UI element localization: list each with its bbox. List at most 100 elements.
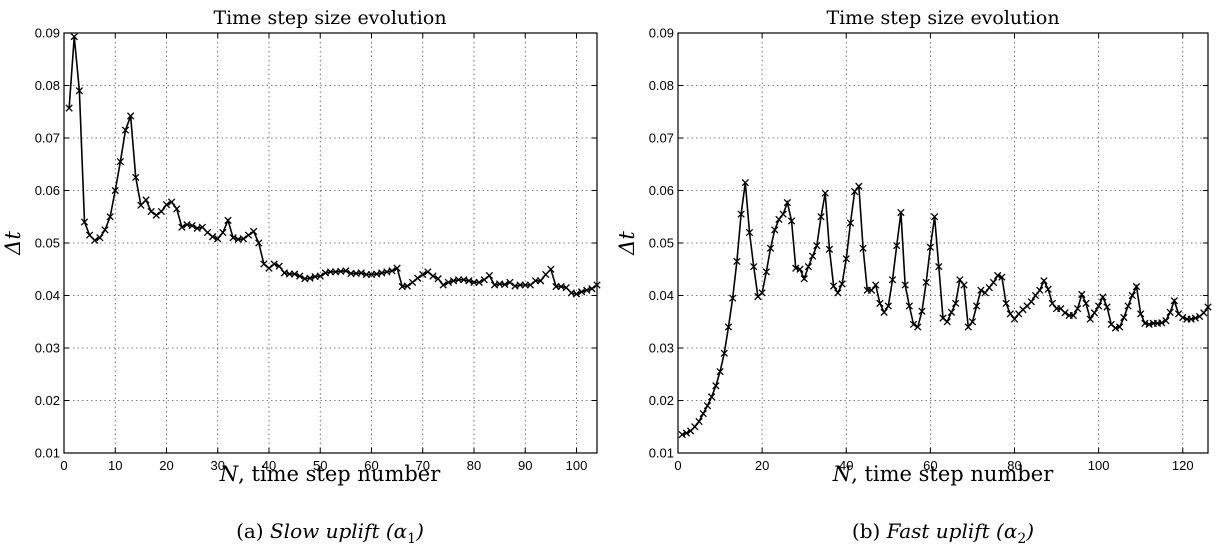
data-point <box>758 289 766 297</box>
y-tick-label: 0.06 <box>649 183 674 198</box>
data-point <box>707 393 716 401</box>
data-point <box>526 281 535 289</box>
data-point <box>142 196 150 204</box>
data-point <box>572 290 581 298</box>
y-tick-label: 0.04 <box>35 288 60 303</box>
x-axis-label-var: N <box>219 462 239 486</box>
data-point <box>413 274 422 282</box>
y-tick-label: 0.03 <box>649 341 674 356</box>
x-tick-label: 40 <box>839 458 853 473</box>
data-point <box>1086 315 1094 323</box>
data-point <box>270 260 278 268</box>
data-point <box>800 275 808 283</box>
data-point <box>419 270 427 279</box>
data-point <box>229 234 237 242</box>
data-point <box>909 320 918 329</box>
x-tick-label: 90 <box>518 458 532 473</box>
data-point <box>224 216 232 225</box>
series-line <box>68 36 598 295</box>
data-point <box>989 278 998 287</box>
data-point <box>829 282 838 290</box>
data-point <box>775 215 783 224</box>
data-point <box>787 217 796 225</box>
data-point <box>547 265 555 273</box>
data-point <box>96 234 104 242</box>
data-point <box>1040 277 1048 285</box>
y-tick-label: 0.05 <box>35 236 60 251</box>
data-point <box>1200 309 1208 317</box>
data-point <box>1036 286 1044 294</box>
data-point <box>792 264 800 272</box>
data-point <box>152 211 160 219</box>
data-point <box>255 239 263 247</box>
data-point <box>977 286 985 294</box>
data-point <box>132 173 140 182</box>
data-point <box>855 182 863 190</box>
data-point <box>1006 310 1014 318</box>
caption-prefix: (a) <box>236 519 270 543</box>
y-axis-label: Δt <box>615 231 639 256</box>
data-point <box>316 272 324 280</box>
chart-title: Time step size evolution <box>213 7 446 29</box>
data-point <box>1116 323 1124 331</box>
data-point <box>960 281 968 289</box>
data-point <box>846 219 855 227</box>
caption-subscript: 2 <box>1017 531 1026 547</box>
data-point <box>905 302 914 310</box>
data-point <box>926 243 935 251</box>
data-point <box>577 288 586 296</box>
data-point <box>1078 290 1086 299</box>
data-point <box>779 210 787 218</box>
data-point <box>678 430 686 439</box>
data-point <box>506 278 514 287</box>
data-point <box>729 294 737 302</box>
data-point <box>1031 291 1040 300</box>
data-point <box>357 269 365 277</box>
chart-panel-2: Time step size evolution 0 20 40 60 80 100 120 0… <box>615 7 1212 547</box>
data-point <box>838 280 846 288</box>
data-point <box>724 323 733 331</box>
data-point <box>699 409 707 418</box>
data-point <box>821 189 829 197</box>
data-point <box>888 276 897 284</box>
data-point <box>162 201 171 209</box>
data-point <box>712 382 720 390</box>
data-point <box>1094 302 1103 310</box>
data-point <box>1090 309 1099 317</box>
caption-prefix: (b) <box>852 519 887 543</box>
x-tick-label: 20 <box>755 458 769 473</box>
data-point <box>239 235 248 243</box>
data-point <box>65 104 73 112</box>
data-point <box>1069 311 1078 320</box>
x-tick-label: 70 <box>416 458 430 473</box>
y-tick-label: 0.07 <box>649 131 674 146</box>
data-point <box>208 233 217 241</box>
data-point <box>388 267 396 275</box>
data-point <box>825 245 834 253</box>
y-axis-label: Δt <box>1 231 25 256</box>
data-point <box>1166 308 1174 316</box>
data-point <box>804 262 813 271</box>
x-tick-label: 40 <box>262 458 276 473</box>
data-point <box>1162 317 1170 325</box>
figure-caption: (b) Fast uplift (α2) <box>852 519 1034 547</box>
data-point <box>265 264 273 272</box>
data-point <box>249 227 258 236</box>
data-point <box>750 262 758 271</box>
data-point <box>737 210 745 218</box>
data-point <box>121 126 130 134</box>
data-point <box>1002 299 1010 308</box>
data-point <box>1044 285 1052 293</box>
y-tick-label: 0.01 <box>649 446 674 461</box>
data-point <box>1187 315 1195 323</box>
data-point <box>716 367 724 376</box>
y-tick-label: 0.05 <box>649 236 674 251</box>
x-axis-label-text: , time step number <box>851 462 1054 486</box>
series-line <box>681 182 1209 436</box>
data-point <box>1048 299 1057 308</box>
data-point <box>947 308 956 316</box>
x-tick-label: 50 <box>313 458 327 473</box>
caption-text: Fast uplift (α <box>886 519 1018 543</box>
y-tick-label: 0.02 <box>35 393 60 408</box>
